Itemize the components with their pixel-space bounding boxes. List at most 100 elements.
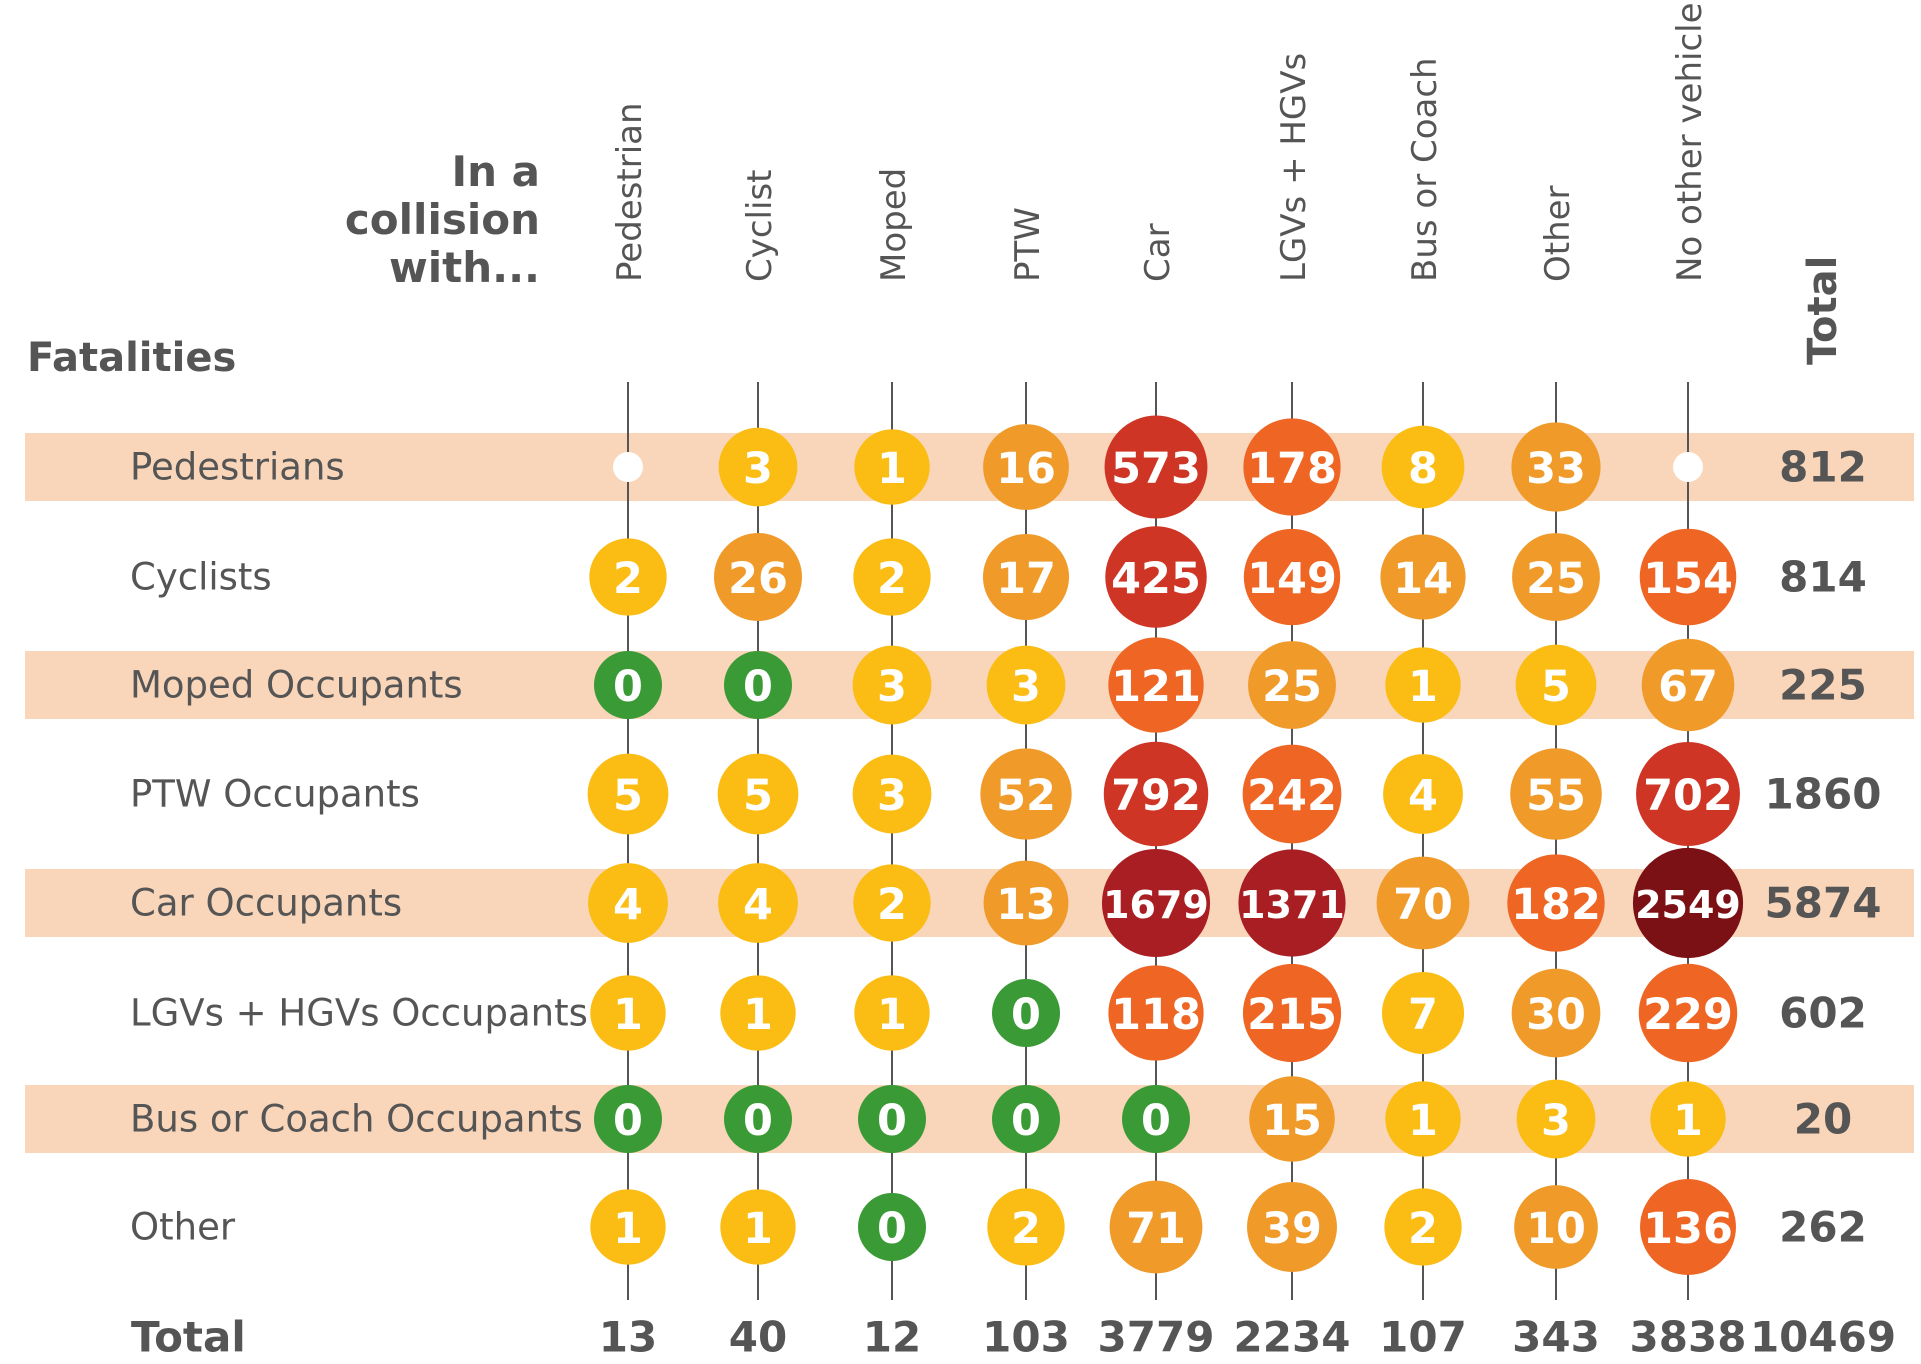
- bubble-label: 136: [1643, 1204, 1733, 1254]
- bubble-label: 1371: [1239, 883, 1345, 927]
- row-total: 1860: [1765, 770, 1882, 819]
- row-band: [25, 651, 1914, 719]
- bubble: [992, 979, 1060, 1047]
- bubble: [718, 427, 798, 507]
- row-total: 225: [1779, 661, 1867, 710]
- bubble-label: 0: [743, 662, 773, 712]
- column-label: Other: [1538, 185, 1578, 282]
- bubble-label: 2: [1408, 1204, 1438, 1254]
- bubble-label: 0: [877, 1204, 907, 1254]
- bubble-label: 121: [1111, 662, 1201, 712]
- bubble: [720, 975, 796, 1051]
- bubble-label: 0: [743, 1096, 773, 1146]
- bubble: [717, 753, 799, 835]
- empty-cell: [1673, 452, 1703, 482]
- column-total: 103: [982, 1313, 1070, 1361]
- row-total: 814: [1779, 553, 1867, 602]
- bubble-label: 0: [1011, 990, 1041, 1040]
- bubble: [1248, 641, 1336, 729]
- column-label: Moped: [874, 168, 914, 282]
- bubble: [1243, 418, 1341, 516]
- bubble-label: 182: [1511, 880, 1601, 930]
- row-band: [25, 1085, 1914, 1153]
- bubble-label: 1: [877, 990, 907, 1040]
- bubble: [980, 748, 1072, 840]
- bubble-label: 4: [743, 880, 773, 930]
- bubble: [718, 863, 798, 943]
- bubble-label: 16: [996, 444, 1056, 494]
- column-label: Car: [1138, 223, 1178, 282]
- bubble-label: 5: [743, 771, 773, 821]
- bubble: [1376, 856, 1470, 950]
- bubble: [1109, 1180, 1203, 1274]
- bubble-label: 1: [613, 1204, 643, 1254]
- grand-total: 10469: [1750, 1313, 1896, 1361]
- column-label: Bus or Coach: [1405, 57, 1445, 282]
- bubble-label: 26: [728, 554, 788, 604]
- bubble-label: 67: [1658, 662, 1718, 712]
- bubble-label: 149: [1247, 554, 1337, 604]
- bubble: [1108, 965, 1204, 1061]
- bubble-label: 2: [877, 554, 907, 604]
- bubble-label: 573: [1111, 444, 1201, 494]
- bubble: [1381, 971, 1465, 1055]
- bubble: [590, 1189, 666, 1265]
- bubble: [590, 975, 666, 1051]
- bubble-label: 2: [613, 554, 643, 604]
- row-label: Bus or Coach Occupants: [130, 1098, 583, 1141]
- bubble: [1103, 741, 1209, 847]
- bubble: [1247, 1182, 1337, 1272]
- bubble-label: 13: [996, 880, 1056, 930]
- bubble-label: 215: [1247, 990, 1337, 1040]
- bubble-label: 33: [1526, 444, 1586, 494]
- bubble: [1636, 742, 1740, 846]
- bubble-label: 3: [877, 662, 907, 712]
- bubble-label: 5: [613, 771, 643, 821]
- bubble-label: 4: [613, 880, 643, 930]
- column-total: 107: [1379, 1313, 1467, 1361]
- bubble-label: 3: [1541, 1096, 1571, 1146]
- bubble-label: 1: [1673, 1096, 1703, 1146]
- bubble: [983, 424, 1069, 510]
- bubble-label: 71: [1126, 1204, 1186, 1254]
- bubble: [1511, 422, 1601, 512]
- column-total: 13: [599, 1313, 657, 1361]
- corner-label-box: In a collision with...: [345, 148, 540, 292]
- bubble-label: 1: [877, 444, 907, 494]
- bubble: [594, 1085, 662, 1153]
- bubble-label: 0: [877, 1096, 907, 1146]
- bubble-label: 118: [1111, 990, 1201, 1040]
- bubble: [982, 533, 1070, 621]
- bubble-label: 2: [877, 880, 907, 930]
- bubble: [1515, 644, 1597, 726]
- bubble-label: 1679: [1103, 883, 1209, 927]
- bubble-label: 30: [1526, 990, 1586, 1040]
- bubble: [1242, 744, 1342, 844]
- bubble-label: 70: [1393, 880, 1453, 930]
- bubble: [986, 645, 1066, 725]
- bubble: [724, 651, 792, 719]
- row-label: Cyclists: [130, 556, 272, 599]
- bubble-label: 178: [1247, 444, 1337, 494]
- bubble: [983, 860, 1069, 946]
- bubble: [589, 538, 667, 616]
- bubble-label: 0: [613, 662, 643, 712]
- bubble-label: 0: [1011, 1096, 1041, 1146]
- bubble: [594, 651, 662, 719]
- bubble: [992, 1085, 1060, 1153]
- column-total: 12: [863, 1313, 921, 1361]
- empty-cell: [613, 452, 643, 482]
- bubble: [1385, 1081, 1461, 1157]
- bubble-label: 55: [1526, 771, 1586, 821]
- bubble: [1632, 847, 1744, 959]
- bubble-label: 229: [1643, 990, 1733, 1040]
- bubble: [1650, 1081, 1726, 1157]
- row-label: LGVs + HGVs Occupants: [130, 992, 588, 1035]
- bubble: [720, 1189, 796, 1265]
- bubble: [1381, 425, 1465, 509]
- column-total: 3779: [1098, 1313, 1215, 1361]
- total-row-label: Total: [131, 1313, 246, 1361]
- row-header: Fatalities: [27, 335, 236, 381]
- column-label: No other vehicle: [1670, 2, 1710, 282]
- bubble: [1384, 1188, 1462, 1266]
